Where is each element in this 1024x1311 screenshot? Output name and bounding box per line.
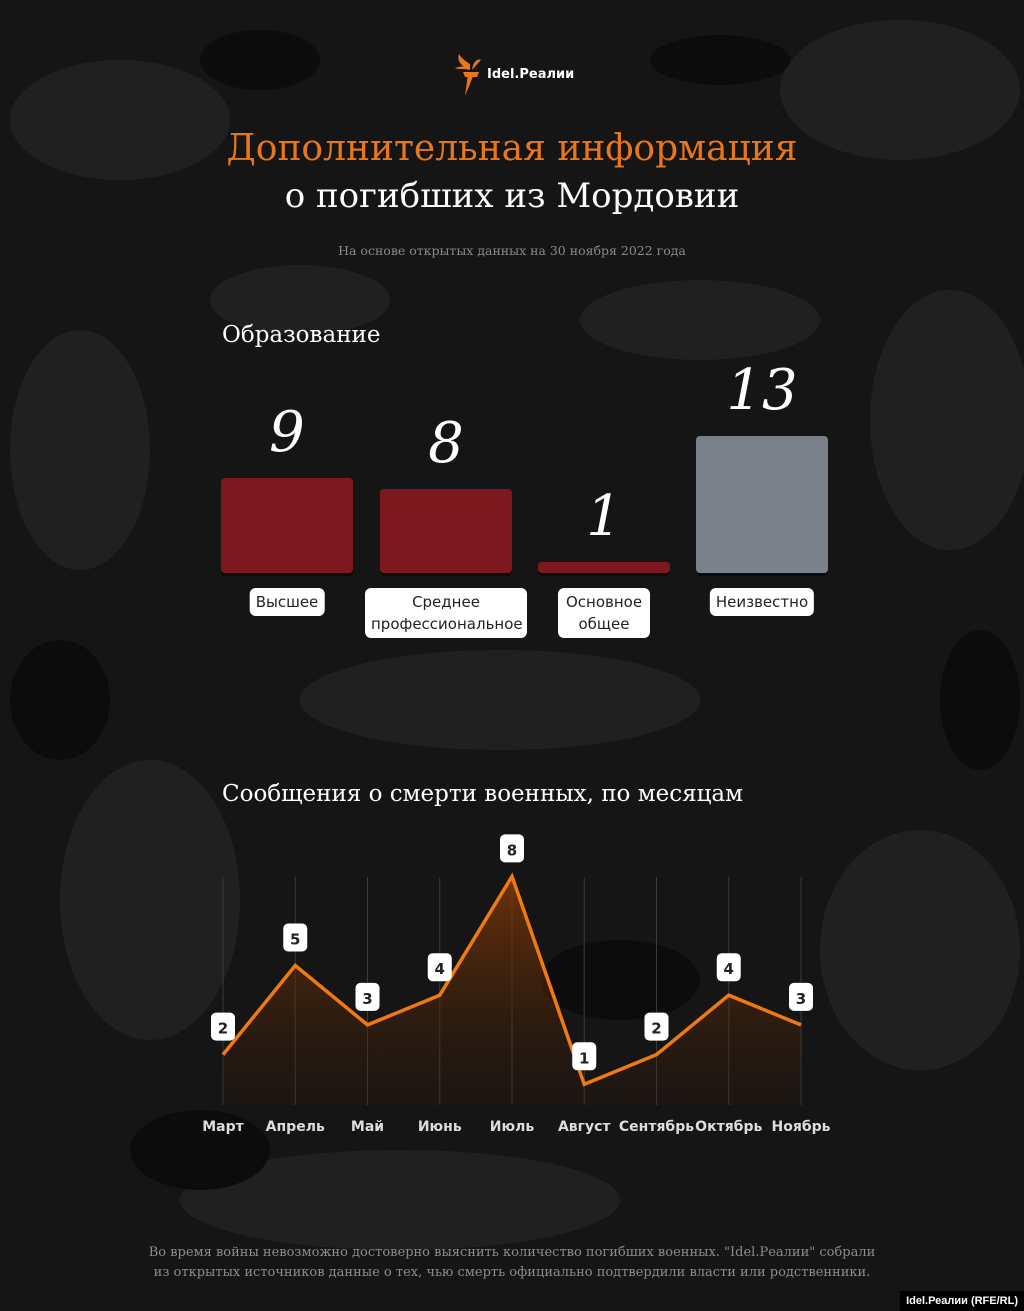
footer-note-line1: Во время войны невозможно достоверно выя… [148,1245,876,1260]
data-label: 4 [435,960,445,978]
bar-category-label: Высшее [249,588,325,616]
x-tick-label: Май [351,1119,384,1135]
data-label-box [716,953,741,982]
area-fill [223,876,801,1105]
data-label-box [572,1042,597,1071]
data-label: 3 [796,990,806,1008]
data-label-box [427,953,452,982]
bar [380,488,512,573]
x-tick-label: Октябрь [695,1119,762,1135]
data-label-box [500,834,524,863]
data-label: 8 [507,841,517,859]
bar [538,562,670,573]
data-label: 3 [362,990,372,1008]
x-tick-label: Ноябрь [772,1119,831,1135]
bar-value-label: 9 [269,400,305,466]
data-label: 2 [651,1020,661,1038]
torch-icon [455,54,481,96]
series-line [221,872,802,1087]
credit: Idel.Реалии (RFE/RL) [900,1291,1024,1311]
logo-text: Idel.Реалии [487,66,575,82]
title-line1: Дополнительная информация [226,128,798,169]
data-label: 1 [579,1049,589,1067]
data-label: 2 [218,1020,228,1038]
title-line2: о погибших из Мордовии [284,176,740,216]
logo: Idel.Реалии [455,52,574,96]
footer-note-line2: из открытых источников данные о тех, чью… [153,1265,871,1280]
x-tick-label: Август [558,1119,611,1135]
x-tick-label: Сентябрь [619,1119,694,1135]
data-label-box [644,1012,669,1041]
bar-category-label: Неизвестно [709,588,815,616]
x-tick-label: Апрель [266,1119,325,1135]
bar-value-label: 8 [428,410,464,476]
x-tick-label: Март [202,1119,244,1135]
data-label-box [789,982,813,1011]
data-label: 5 [290,931,300,949]
data-label-box [211,1012,235,1041]
x-tick-label: Июнь [418,1119,462,1135]
monthly-chart-title: Сообщения о смерти военных, по месяцам [222,781,743,807]
bar-value-label: 1 [586,484,622,550]
bar-category-label: Среднее профессиональное [365,588,527,638]
data-label-box [355,982,380,1011]
bar [221,478,353,573]
data-label-box [283,923,308,952]
bar [696,435,828,573]
data-label: 4 [724,960,734,978]
bar-category-label: Основное общее [558,588,650,638]
bar-value-label: 13 [726,357,798,423]
x-tick-label: Июль [490,1119,535,1135]
footer-note: Во время войны невозможно достоверно выя… [0,1243,1024,1283]
subtitle: На основе открытых данных на 30 ноября 2… [338,243,686,258]
education-chart-title: Образование [222,322,381,348]
